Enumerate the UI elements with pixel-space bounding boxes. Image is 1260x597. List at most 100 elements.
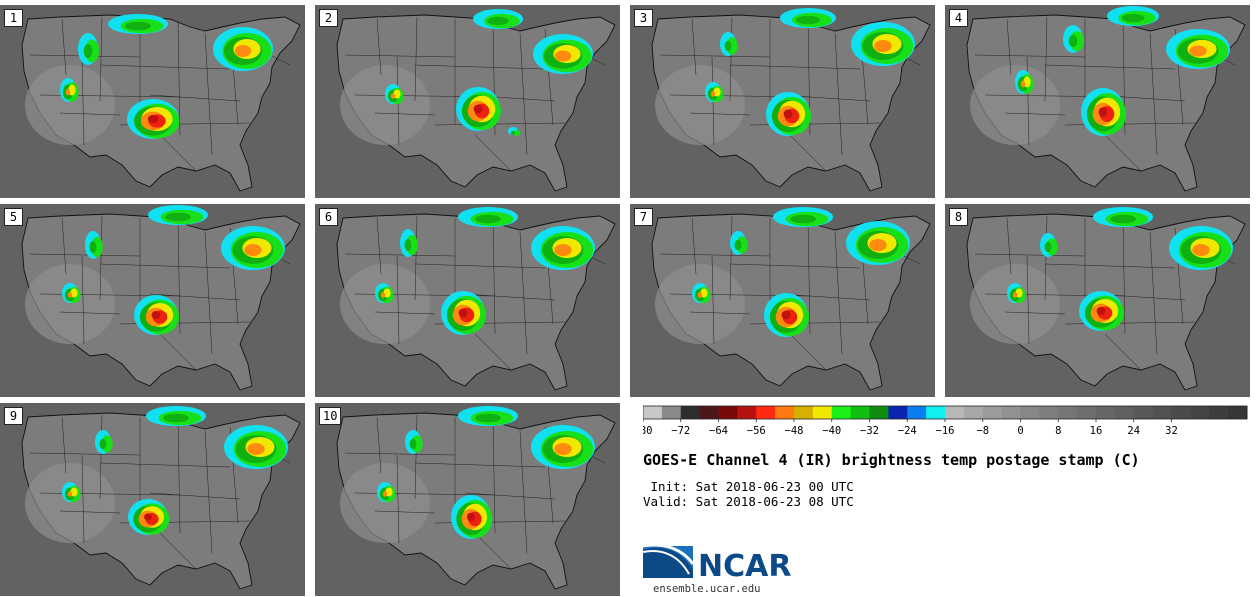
state-border xyxy=(691,18,697,76)
panel-number-badge: 8 xyxy=(949,208,968,226)
ir-satellite-map xyxy=(630,204,935,397)
state-border xyxy=(99,16,103,102)
cloud-top-contour xyxy=(1121,13,1145,23)
colorbar-swatch xyxy=(850,406,870,419)
time-info: Init: Sat 2018-06-23 00 UTC Valid: Sat 20… xyxy=(643,479,854,509)
panel-number-badge: 1 xyxy=(4,9,23,27)
state-border xyxy=(159,333,197,371)
state-border xyxy=(464,492,556,500)
state-border xyxy=(374,311,436,315)
colorbar-swatch xyxy=(1171,406,1191,419)
state-border xyxy=(177,418,181,534)
forecast-panel-10: 10 xyxy=(315,403,620,596)
cloud-top-contour xyxy=(713,87,721,97)
cloud-top-contour xyxy=(393,89,401,99)
colorbar-swatch xyxy=(1152,406,1172,419)
cloud-top-contour xyxy=(70,288,78,298)
cloud-top-contour xyxy=(874,40,892,52)
cloud-top-contour xyxy=(700,288,708,298)
cloud-top-contour xyxy=(1110,214,1136,224)
state-border xyxy=(204,32,213,156)
state-border xyxy=(29,253,141,257)
state-border xyxy=(807,219,811,335)
state-border xyxy=(344,452,456,456)
cloud-top-contour xyxy=(99,438,107,450)
forecast-panel-8: 8 xyxy=(945,204,1250,397)
panel-number-badge: 3 xyxy=(634,9,653,27)
cloud-top-contour xyxy=(1012,292,1018,298)
cloud-top-contour xyxy=(165,212,191,222)
cloud-top-contour xyxy=(382,491,388,497)
state-border xyxy=(61,18,67,76)
state-border xyxy=(99,263,231,269)
cloud-top-contour xyxy=(234,45,252,57)
state-border xyxy=(344,54,456,58)
forecast-panel-9: 9 xyxy=(0,403,305,596)
cloud-top-contour xyxy=(1068,35,1078,47)
state-border xyxy=(99,64,231,70)
chart-title: GOES-E Channel 4 (IR) brightness temp po… xyxy=(643,451,1140,469)
state-border xyxy=(1149,32,1158,156)
ir-satellite-map xyxy=(0,5,305,198)
state-border xyxy=(519,430,528,554)
state-border xyxy=(789,134,827,172)
ir-satellite-map xyxy=(945,5,1250,198)
cloud-top-contour xyxy=(385,487,393,497)
state-border xyxy=(81,454,85,544)
state-border xyxy=(1004,112,1066,116)
cloud-top-contour xyxy=(244,244,262,256)
colorbar-tick-label: −64 xyxy=(709,425,728,437)
cloud-top-contour xyxy=(734,239,742,251)
colorbar-swatch xyxy=(1020,406,1040,419)
state-border xyxy=(159,134,197,172)
state-border xyxy=(492,418,496,534)
ncar-logo xyxy=(643,543,695,578)
colorbar-swatch xyxy=(775,406,795,419)
colorbar-tick-label: −48 xyxy=(785,425,804,437)
state-border xyxy=(99,462,231,468)
state-border xyxy=(414,263,546,269)
state-border xyxy=(464,293,556,301)
site-url: ensemble.ucar.edu xyxy=(653,583,761,595)
colorbar-tick-label: −56 xyxy=(747,425,766,437)
colorbar-swatch xyxy=(661,406,682,419)
colorbar-swatch xyxy=(737,406,757,419)
cloud-top-contour xyxy=(473,104,483,114)
state-border xyxy=(689,112,751,116)
ir-satellite-map xyxy=(0,204,305,397)
state-border xyxy=(81,255,85,345)
state-border xyxy=(1149,231,1158,355)
state-border xyxy=(689,311,751,315)
state-border xyxy=(59,311,121,315)
cloud-top-contour xyxy=(513,130,521,136)
forecast-panel-5: 5 xyxy=(0,204,305,397)
cloud-top-contour xyxy=(790,214,816,224)
cloud-top-contour xyxy=(380,292,386,298)
colorbar-swatch xyxy=(1001,406,1021,419)
cloud-top-contour xyxy=(83,44,93,58)
colorbar-tick-label: −72 xyxy=(671,425,690,437)
state-border xyxy=(374,510,436,514)
colorbar-swatch xyxy=(680,406,701,419)
cloud-top-contour xyxy=(554,244,572,256)
state-border xyxy=(711,255,715,345)
cloud-top-contour xyxy=(163,413,189,423)
colorbar-tick-label: 8 xyxy=(1055,425,1061,437)
ir-satellite-map xyxy=(0,403,305,596)
state-border xyxy=(1044,215,1048,301)
panel-number-badge: 4 xyxy=(949,9,968,27)
state-border xyxy=(729,263,861,269)
state-border xyxy=(834,231,843,355)
colorbar-swatch xyxy=(945,406,965,419)
colorbar-swatch xyxy=(812,406,833,419)
cloud-top-contour xyxy=(697,292,703,298)
colorbar-swatch xyxy=(718,406,738,419)
colorbar-swatch xyxy=(1096,406,1116,419)
forecast-panel-2: 2 xyxy=(315,5,620,198)
cloud-top-contour xyxy=(1044,241,1052,253)
forecast-panel-3: 3 xyxy=(630,5,935,198)
colorbar-tick-label: −80 xyxy=(643,425,652,437)
colorbar-swatch xyxy=(907,406,927,419)
state-border xyxy=(1026,56,1030,146)
cloud-top-contour xyxy=(65,88,71,96)
